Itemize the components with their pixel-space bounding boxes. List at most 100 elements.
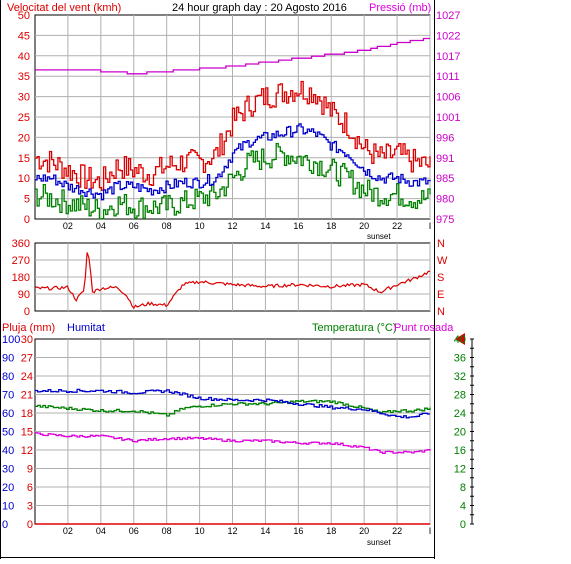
- rain-y-tick-label: 12: [21, 445, 33, 457]
- temperature-axis-title: Temperatura (°C): [312, 322, 396, 334]
- temperature-y-tick-label: 32: [454, 371, 466, 383]
- wind-speed-axis-title: Velocitat del vent (kmh): [7, 2, 121, 14]
- temp-x-tick-label: 22: [392, 526, 402, 536]
- pressure-y-tick-label: 975: [436, 214, 454, 226]
- temp-x-tick-label: 02: [63, 526, 73, 536]
- pressure-y-tick-label: 1022: [436, 30, 460, 42]
- rain-y-tick-label: 3: [27, 501, 33, 513]
- sunset-label-top: sunset: [367, 232, 391, 241]
- wind-x-tick-label: I: [429, 221, 432, 231]
- sunset-label-bottom: sunset: [367, 538, 391, 547]
- temperature-y-tick-label: 28: [454, 390, 466, 402]
- rain-y-tick-label: 30: [21, 334, 33, 346]
- wind-y-tick-label: 30: [18, 92, 30, 104]
- wind-y-tick-label: 35: [18, 71, 30, 83]
- humidity-axis-title: Humitat: [67, 322, 105, 334]
- direction-y-tick-label: 0: [24, 306, 30, 318]
- humidity-line: [35, 388, 430, 419]
- graph-title: 24 hour graph day : 20 Agosto 2016: [172, 2, 347, 14]
- temperature-y-tick-label: 20: [454, 427, 466, 439]
- pressure-y-tick-label: 985: [436, 173, 454, 185]
- rain-y-tick-label: 9: [27, 464, 33, 476]
- humidity-y-tick-label: 0: [2, 519, 8, 531]
- direction-compass-label: W: [437, 255, 448, 267]
- wind-y-tick-label: 15: [18, 153, 30, 165]
- direction-compass-label: N: [437, 238, 445, 250]
- direction-compass-label: S: [437, 272, 444, 284]
- rain-y-tick-label: 0: [27, 519, 33, 531]
- rain-y-tick-label: 24: [21, 371, 33, 383]
- wind-x-tick-label: 10: [195, 221, 205, 231]
- temperature-y-tick-label: 0: [460, 519, 466, 531]
- pressure-y-tick-label: 991: [436, 153, 454, 165]
- humidity-y-tick-label: 100: [2, 334, 20, 346]
- rain-axis-title: Pluja (mm): [2, 322, 55, 334]
- temp-x-tick-label: I: [429, 526, 432, 536]
- direction-compass-label: N: [437, 306, 445, 318]
- wind-y-tick-label: 40: [18, 51, 30, 63]
- wind-y-tick-label: 10: [18, 173, 30, 185]
- dewpoint-line: [35, 432, 431, 455]
- wind-y-tick-label: 0: [24, 214, 30, 226]
- temp-x-tick-label: 20: [359, 526, 369, 536]
- wind-y-tick-label: 25: [18, 112, 30, 124]
- humidity-y-tick-label: 70: [2, 390, 14, 402]
- humidity-y-tick-label: 60: [2, 408, 14, 420]
- wind-low-line: [35, 142, 431, 220]
- direction-y-tick-label: 180: [12, 272, 30, 284]
- temperature-y-tick-label: 24: [454, 408, 466, 420]
- humidity-y-tick-label: 50: [2, 427, 14, 439]
- wind-x-tick-label: 14: [260, 221, 270, 231]
- rain-y-tick-label: 15: [21, 427, 33, 439]
- temp-x-tick-label: 10: [195, 526, 205, 536]
- temperature-y-tick-label: 16: [454, 445, 466, 457]
- wind-gust-line: [35, 80, 431, 191]
- dewpoint-axis-title: Punt rosada: [394, 322, 454, 334]
- direction-compass-label: E: [437, 289, 444, 301]
- humidity-y-tick-label: 10: [2, 501, 14, 513]
- wind-x-tick-label: 02: [63, 221, 73, 231]
- humidity-y-tick-label: 20: [2, 482, 14, 494]
- humidity-y-tick-label: 40: [2, 445, 14, 457]
- temperature-y-tick-label: 12: [454, 464, 466, 476]
- wind-y-tick-label: 45: [18, 30, 30, 42]
- wind-x-tick-label: 22: [392, 221, 402, 231]
- direction-y-tick-label: 90: [18, 289, 30, 301]
- temp-x-tick-label: 06: [129, 526, 139, 536]
- pressure-axis-title: Pressió (mb): [369, 2, 431, 14]
- wind-y-tick-label: 20: [18, 132, 30, 144]
- pressure-y-tick-label: 1027: [436, 10, 460, 22]
- humidity-y-tick-label: 80: [2, 371, 14, 383]
- wind-average-line: [35, 123, 431, 201]
- rain-y-tick-label: 21: [21, 390, 33, 402]
- direction-y-tick-label: 360: [12, 238, 30, 250]
- humidity-y-tick-label: 90: [2, 353, 14, 365]
- pressure-y-tick-label: 980: [436, 194, 454, 206]
- temp-x-tick-label: 12: [227, 526, 237, 536]
- wind-x-tick-label: 20: [359, 221, 369, 231]
- temperature-y-tick-label: 4: [460, 501, 466, 513]
- pressure-y-tick-label: 1017: [436, 51, 460, 63]
- wind-x-tick-label: 08: [162, 221, 172, 231]
- temperature-y-tick-label: 40: [454, 334, 466, 346]
- wind-x-tick-label: 18: [326, 221, 336, 231]
- wind-direction-line: [34, 252, 430, 310]
- temperature-y-tick-label: 36: [454, 353, 466, 365]
- wind-x-tick-label: 12: [227, 221, 237, 231]
- temp-x-tick-label: 04: [96, 526, 106, 536]
- wind-y-tick-label: 50: [18, 10, 30, 22]
- wind-y-tick-label: 5: [24, 194, 30, 206]
- temperature-pointer-icon: [455, 333, 465, 345]
- temp-x-tick-label: 08: [162, 526, 172, 536]
- rain-y-tick-label: 18: [21, 408, 33, 420]
- temperature-y-tick-label: 8: [460, 482, 466, 494]
- direction-y-tick-label: 270: [12, 255, 30, 267]
- pressure-y-tick-label: 1011: [436, 71, 460, 83]
- temp-x-tick-label: 16: [293, 526, 303, 536]
- wind-x-tick-label: 04: [96, 221, 106, 231]
- temperature-line: [35, 399, 431, 417]
- pressure-y-tick-label: 1001: [436, 112, 460, 124]
- temp-x-tick-label: 14: [260, 526, 270, 536]
